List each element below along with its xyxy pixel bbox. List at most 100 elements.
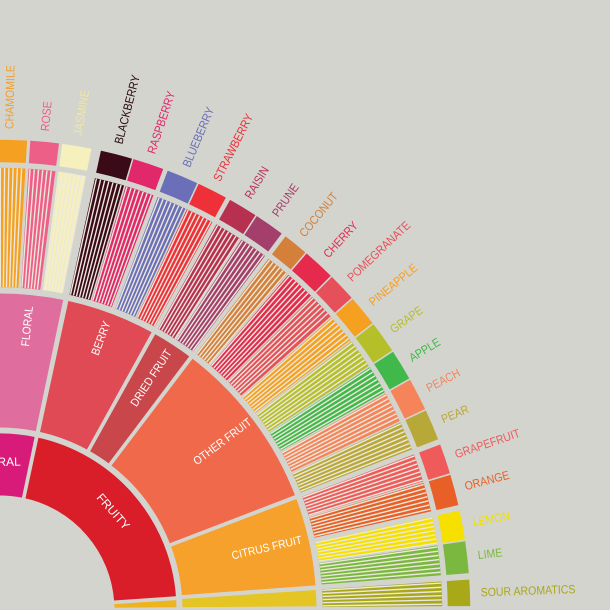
stripe-line [308, 479, 423, 516]
stripe-line [174, 238, 241, 339]
stripe-line [313, 504, 430, 534]
stripe-line [307, 475, 422, 513]
stripe-line [244, 321, 336, 401]
stripe-line [5, 168, 10, 288]
stripe-line [318, 538, 437, 559]
stripe-line [321, 567, 441, 581]
stripe-line [109, 194, 152, 307]
stripe-line [75, 180, 106, 297]
stripe-line [15, 168, 23, 288]
stripe-line [224, 292, 309, 379]
stripe-line [24, 169, 35, 289]
stripe-line [276, 382, 380, 445]
stripe-line [92, 186, 128, 301]
stripe-line [250, 331, 344, 408]
stripe-line [309, 483, 424, 519]
stripe-line [267, 362, 368, 431]
stripe-line [163, 229, 226, 333]
color-swatch-jasmine [57, 142, 94, 173]
stripe-line [213, 278, 294, 369]
stripe-line [283, 398, 389, 457]
stripe-line [27, 169, 40, 289]
stripe-line [115, 197, 160, 309]
stripe-line [124, 202, 172, 313]
color-swatch-prune [242, 213, 284, 254]
stripe-line [101, 190, 140, 304]
stripe-line [321, 563, 440, 577]
color-swatch-pear [403, 408, 441, 450]
stripe-band-strawberry [134, 207, 215, 329]
leaf-label-pineapple: PINEAPPLE [367, 262, 421, 309]
stripe-line [322, 599, 442, 604]
stripe-line [166, 231, 230, 334]
stripe-line [252, 334, 347, 410]
leaf-label-grapefruit: GRAPEFRUIT [453, 427, 522, 461]
stripe-line [103, 191, 144, 305]
stripe-line [61, 176, 86, 294]
color-swatch-sour-aromatics [445, 577, 472, 608]
stripe-band-orange [307, 481, 433, 540]
stripe-line [300, 446, 412, 492]
leaf-label-rose: ROSE [39, 100, 55, 131]
stripe-line [8, 168, 14, 288]
stripe-line [215, 281, 297, 371]
stripe-line [55, 174, 78, 293]
stripe-line [322, 586, 442, 595]
leaf-label-blueberry: BLUEBERRY [181, 105, 218, 169]
leaf-label-prune: PRUNE [270, 181, 302, 219]
stripe-line [265, 359, 365, 428]
stripe-line [206, 269, 284, 363]
stripe-line [33, 170, 48, 289]
stripe-line [281, 394, 387, 454]
middle-segment-citrus-fruit [167, 495, 319, 599]
stripe-line [317, 529, 435, 553]
color-swatch-strawberry [187, 181, 228, 220]
stripe-line [254, 337, 350, 413]
stripe-line [129, 205, 180, 315]
stripe-line [270, 368, 371, 435]
middle-segment-floral [0, 290, 67, 435]
inner-label-floral: FLORAL [0, 455, 21, 470]
stripe-line [46, 172, 65, 291]
stripe-line [222, 289, 306, 377]
stripe-line [232, 303, 320, 387]
stripe-line [314, 508, 431, 537]
stripe-line [176, 240, 244, 341]
stripe-line [150, 219, 208, 326]
stripe-line [72, 179, 102, 296]
leaf-label-lime: LIME [477, 547, 503, 562]
stripe-line [36, 170, 52, 290]
stripe-line [49, 173, 70, 291]
leaf-chamomile: CHAMOMILE [0, 65, 29, 290]
stripe-line [161, 227, 222, 331]
stripe-line [142, 213, 197, 321]
stripe-line [271, 371, 373, 437]
stripe-line [192, 254, 265, 352]
leaf-raspberry: RASPBERRY [89, 90, 178, 310]
leaf-rose: ROSE [19, 100, 61, 292]
leaf-label-chamomile: CHAMOMILE [4, 65, 18, 130]
stripe-line [43, 171, 61, 291]
stripe-line [179, 242, 247, 343]
stripe-line [30, 170, 44, 289]
stripe-line [278, 386, 382, 448]
stripe-line [319, 542, 438, 562]
stripe-line [305, 467, 419, 507]
leaf-label-grape: GRAPE [388, 304, 426, 336]
stripe-line [198, 261, 274, 357]
stripe-line [312, 500, 429, 531]
stripe-line [220, 286, 303, 375]
stripe-line [290, 416, 399, 471]
stripe-line [287, 409, 395, 465]
stripe-line [320, 554, 439, 571]
stripe-line [262, 352, 361, 423]
stripe-line [297, 438, 409, 486]
stripe-line [310, 487, 426, 522]
stripe-line [315, 517, 433, 544]
stripe-line [303, 459, 416, 501]
stripe-line [286, 405, 393, 462]
stripe-line [201, 264, 277, 359]
stripe-line [84, 183, 118, 299]
stripe-line [304, 463, 418, 504]
stripe-line [292, 423, 402, 475]
